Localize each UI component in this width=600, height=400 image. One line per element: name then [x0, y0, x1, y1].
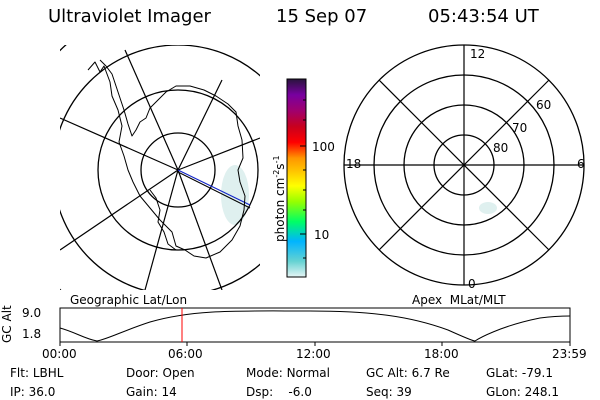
altitude-curve: [59, 310, 571, 342]
lat-circle: [97, 89, 259, 251]
mlt-label-18: 18: [346, 157, 362, 171]
colorbar: [286, 78, 307, 278]
geographic-map: [0, 0, 388, 380]
app-title: Ultraviolet Imager: [48, 6, 211, 27]
header-date: 15 Sep 07: [276, 6, 368, 27]
noon-meridian-line: [177, 169, 251, 206]
alt-axis-label: GC Alt: [0, 305, 14, 343]
time-tick-label: 18:00: [424, 347, 459, 361]
mlt-label-12: 12: [470, 47, 486, 61]
lat-circle: [140, 132, 216, 208]
mlat-label-80: 80: [493, 141, 509, 155]
meridian-line: [144, 169, 179, 290]
alt-ytick-top: 9.0: [22, 306, 42, 320]
mlt-spoke: [378, 79, 550, 251]
status-glat: GLat: -79.1: [486, 366, 553, 380]
aurora-patch: [221, 165, 249, 225]
status-dsp: Dsp: -6.0: [246, 385, 312, 399]
time-tick-label: 12:00: [296, 347, 331, 361]
mlt-label-6: 6: [577, 157, 585, 171]
time-tick-label: 23:59: [552, 347, 587, 361]
status-mode: Mode: Normal: [246, 366, 330, 380]
status-glon: GLon: 248.1: [486, 385, 559, 399]
status-flt: Flt: LBHL: [10, 366, 64, 380]
meridian-line: [60, 169, 179, 251]
colorbar-unit-label: photon cm-2s-1: [272, 155, 287, 242]
status-ip: IP: 36.0: [10, 385, 56, 399]
alt-ytick-bottom: 1.8: [22, 327, 42, 341]
time-tick-label: 06:00: [168, 347, 203, 361]
coastline: [87, 59, 246, 259]
mlat-label-60: 60: [536, 98, 552, 112]
aurora-patch: [479, 202, 497, 214]
colorbar-tick-label: 100: [312, 140, 335, 154]
meridian-line: [177, 137, 260, 171]
mlt-label-0: 0: [468, 277, 476, 291]
coastline: [149, 189, 177, 251]
apex-caption: Apex MLat/MLT: [412, 293, 506, 307]
header-time: 05:43:54 UT: [428, 6, 539, 27]
status-gc-alt: GC Alt: 6.7 Re: [366, 366, 450, 380]
lat-circle: [0, 0, 388, 380]
mlat-mlt-dial: [343, 44, 585, 286]
satellite-track-line: [177, 171, 251, 209]
status-seq: Seq: 39: [366, 385, 412, 399]
mlat-label-70: 70: [512, 121, 528, 135]
meridian-line: [124, 49, 179, 171]
altitude-plot-frame: [59, 307, 571, 343]
colorbar-tick-label: 10: [314, 228, 330, 242]
meridian-line: [60, 117, 179, 171]
geographic-caption: Geographic Lat/Lon: [70, 293, 188, 307]
status-gain: Gain: 14: [126, 385, 177, 399]
time-tick-label: 00:00: [42, 347, 77, 361]
status-door: Door: Open: [126, 366, 195, 380]
meridian-line: [177, 169, 223, 290]
